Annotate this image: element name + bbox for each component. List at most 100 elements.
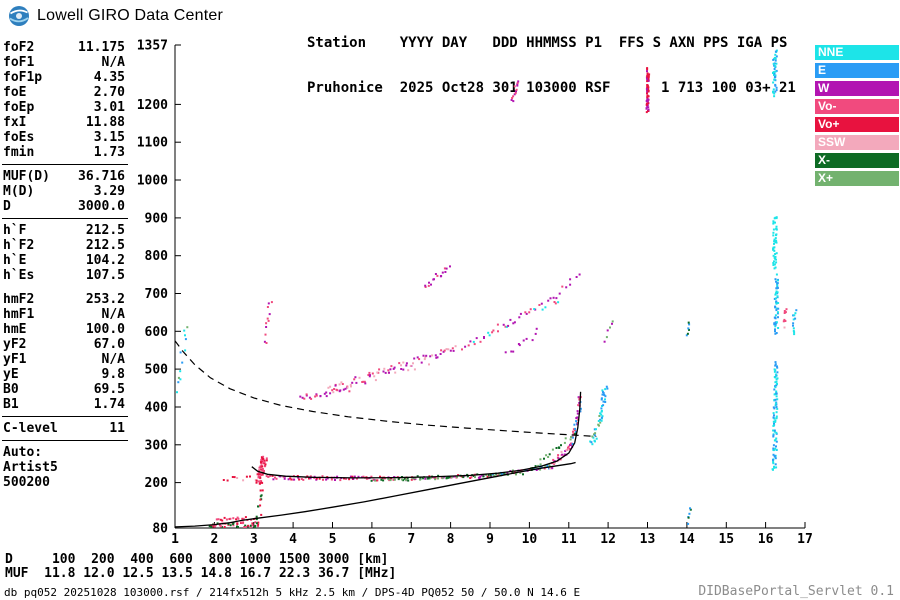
parameter-row: foEs 3.15	[3, 130, 125, 145]
parameter-value: 212.5	[85, 238, 125, 253]
svg-text:17: 17	[797, 532, 813, 547]
parameter-divider	[2, 440, 128, 441]
parameter-name: B1	[3, 397, 19, 412]
svg-text:700: 700	[145, 287, 169, 302]
svg-text:4: 4	[289, 532, 297, 547]
parameter-row: C-level 11	[3, 421, 125, 436]
svg-text:900: 900	[145, 211, 169, 226]
parameter-name: fxI	[3, 115, 27, 130]
parameter-name: D	[3, 199, 11, 214]
legend-item-vo: Vo+	[815, 117, 899, 132]
parameter-name: Artist5	[3, 460, 58, 475]
parameter-row: foE 2.70	[3, 85, 125, 100]
plot-axes: 8020030040050060070080090010001100120013…	[137, 39, 813, 548]
parameter-value: N/A	[101, 307, 125, 322]
svg-text:9: 9	[486, 532, 494, 547]
parameter-name: Auto:	[3, 445, 43, 460]
parameter-row: foEp 3.01	[3, 100, 125, 115]
parameter-value: 212.5	[85, 223, 125, 238]
parameter-value: N/A	[101, 55, 125, 70]
lgdc-logo: Lowell GIRO Data Center	[8, 5, 223, 27]
legend-item-x: X-	[815, 153, 899, 168]
station-header-line2: Pruhonice 2025 Oct28 301 103000 RSF 1 71…	[307, 80, 796, 96]
svg-text:400: 400	[145, 401, 169, 416]
parameter-name: foEs	[3, 130, 35, 145]
parameter-name: yF2	[3, 337, 27, 352]
parameter-row: hmF1 N/A	[3, 307, 125, 322]
svg-text:800: 800	[145, 249, 169, 264]
parameter-row: hmF2 253.2	[3, 292, 125, 307]
d-distance-scale: D 100 200 400 600 800 1000 1500 3000 [km…	[5, 552, 389, 567]
parameter-value: 69.5	[93, 382, 125, 397]
parameter-row: yF2 67.0	[3, 337, 125, 352]
echo-direction-legend: NNE E W Vo- Vo+ SSW X- X+	[815, 45, 899, 189]
parameter-name: hmF1	[3, 307, 35, 322]
station-header: Station YYYY DAY DDD HHMMSS P1 FFS S AXN…	[307, 6, 796, 126]
echo-dots	[176, 49, 798, 528]
svg-text:500: 500	[145, 363, 169, 378]
station-header-line1: Station YYYY DAY DDD HHMMSS P1 FFS S AXN…	[307, 35, 788, 51]
parameter-value: 2.70	[93, 85, 125, 100]
parameter-row: h`F2 212.5	[3, 238, 125, 253]
parameter-value: 1.74	[93, 397, 125, 412]
parameter-row: yF1 N/A	[3, 352, 125, 367]
svg-text:1000: 1000	[137, 174, 168, 189]
parameter-value: 11	[109, 421, 125, 436]
parameter-row: Auto:	[3, 445, 125, 460]
parameter-name: M(D)	[3, 184, 35, 199]
parameter-row: hmE 100.0	[3, 322, 125, 337]
svg-text:1200: 1200	[137, 98, 168, 113]
logo-text: Lowell GIRO Data Center	[37, 7, 224, 24]
parameter-name: yE	[3, 367, 19, 382]
parameter-name: fmin	[3, 145, 35, 160]
parameter-name: 500200	[3, 475, 50, 490]
svg-text:600: 600	[145, 325, 169, 340]
svg-text:200: 200	[145, 476, 169, 491]
parameter-name: foEp	[3, 100, 35, 115]
parameter-value: 3.15	[93, 130, 125, 145]
legend-item-vo: Vo-	[815, 99, 899, 114]
svg-text:10: 10	[522, 532, 538, 547]
svg-text:16: 16	[758, 532, 774, 547]
parameter-row: fxI 11.88	[3, 115, 125, 130]
parameter-name: yF1	[3, 352, 27, 367]
svg-text:300: 300	[145, 438, 169, 453]
svg-text:1357: 1357	[137, 39, 168, 54]
parameter-value: N/A	[101, 352, 125, 367]
parameter-name: h`F	[3, 223, 27, 238]
svg-text:11: 11	[561, 532, 577, 547]
legend-item-e: E	[815, 63, 899, 78]
parameter-divider	[2, 416, 128, 417]
parameter-row: yE 9.8	[3, 367, 125, 382]
parameter-value: 67.0	[93, 337, 125, 352]
parameter-divider	[2, 164, 128, 165]
parameter-name: h`E	[3, 253, 27, 268]
parameter-name: h`Es	[3, 268, 35, 283]
parameter-value: 100.0	[85, 322, 125, 337]
svg-text:1: 1	[171, 532, 179, 547]
parameter-row: B0 69.5	[3, 382, 125, 397]
parameter-divider	[2, 218, 128, 219]
parameter-value: 104.2	[85, 253, 125, 268]
parameter-row: foF1p 4.35	[3, 70, 125, 85]
svg-text:1100: 1100	[137, 136, 168, 151]
parameter-value: 4.35	[93, 70, 125, 85]
parameter-value: 9.8	[101, 367, 125, 382]
parameter-value: 3.29	[93, 184, 125, 199]
parameter-name: foF1p	[3, 70, 43, 85]
parameter-row: h`F 212.5	[3, 223, 125, 238]
parameter-value: 36.716	[78, 169, 125, 184]
parameter-value: 1.73	[93, 145, 125, 160]
muf-scale: MUF 11.8 12.0 12.5 13.5 14.8 16.7 22.3 3…	[5, 566, 397, 581]
parameter-row: 500200	[3, 475, 125, 490]
parameter-name: C-level	[3, 421, 58, 436]
parameter-value: 3000.0	[78, 199, 125, 214]
parameter-name: foE	[3, 85, 27, 100]
parameter-value: 253.2	[85, 292, 125, 307]
parameter-row: B1 1.74	[3, 397, 125, 412]
parameter-row: h`E 104.2	[3, 253, 125, 268]
parameter-name: MUF(D)	[3, 169, 50, 184]
parameter-row: foF2 11.175	[3, 40, 125, 55]
